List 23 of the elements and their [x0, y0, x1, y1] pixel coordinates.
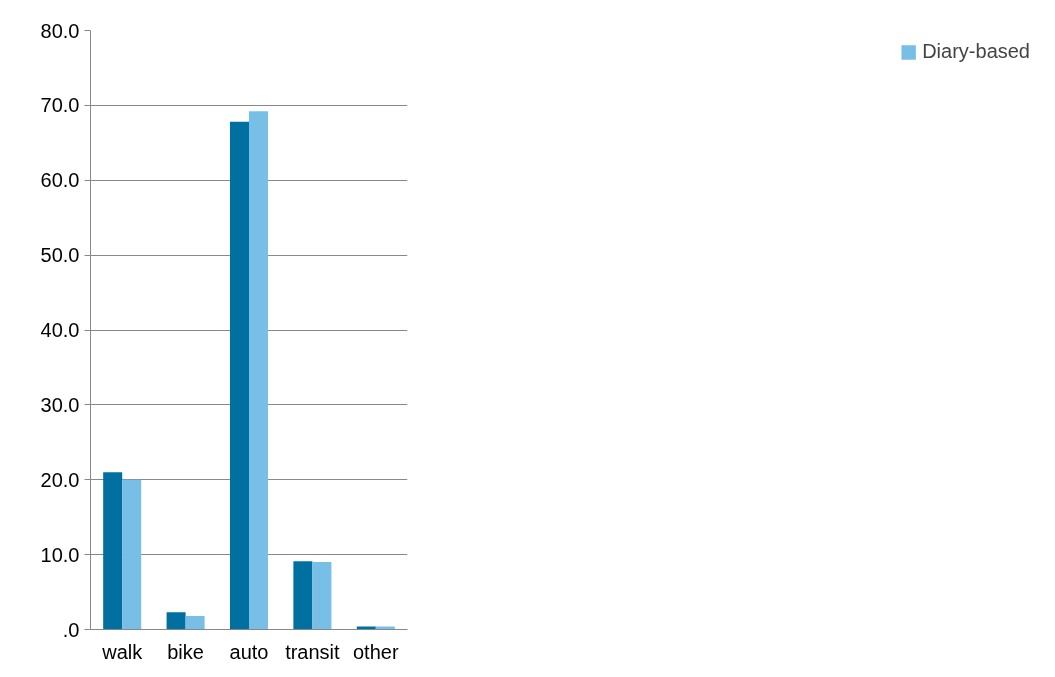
y-tick-label: 10.0 — [40, 543, 80, 566]
x-tick-label: auto — [229, 640, 269, 663]
bar — [166, 612, 186, 630]
x-tick-label: transit — [285, 640, 341, 663]
y-tick-label: 70.0 — [40, 94, 80, 117]
bar — [249, 111, 269, 630]
y-tick-label: 50.0 — [40, 244, 80, 267]
bar — [185, 616, 205, 630]
bar — [103, 472, 123, 630]
x-tick-label: bike — [167, 640, 204, 663]
y-tick-label: 60.0 — [40, 169, 80, 192]
y-tick-label: 80.0 — [40, 19, 80, 42]
y-tick-label: 30.0 — [40, 393, 80, 416]
legend-label: Diary-based — [922, 40, 1030, 63]
x-tick-label: other — [353, 640, 399, 663]
y-tick-label: 20.0 — [40, 468, 80, 491]
bar — [312, 562, 332, 630]
bar — [122, 479, 142, 630]
y-tick-label: .0 — [62, 618, 80, 641]
x-tick-label: walk — [101, 640, 144, 663]
bar — [293, 561, 313, 630]
bar — [229, 121, 249, 630]
y-tick-label: 40.0 — [40, 319, 80, 341]
